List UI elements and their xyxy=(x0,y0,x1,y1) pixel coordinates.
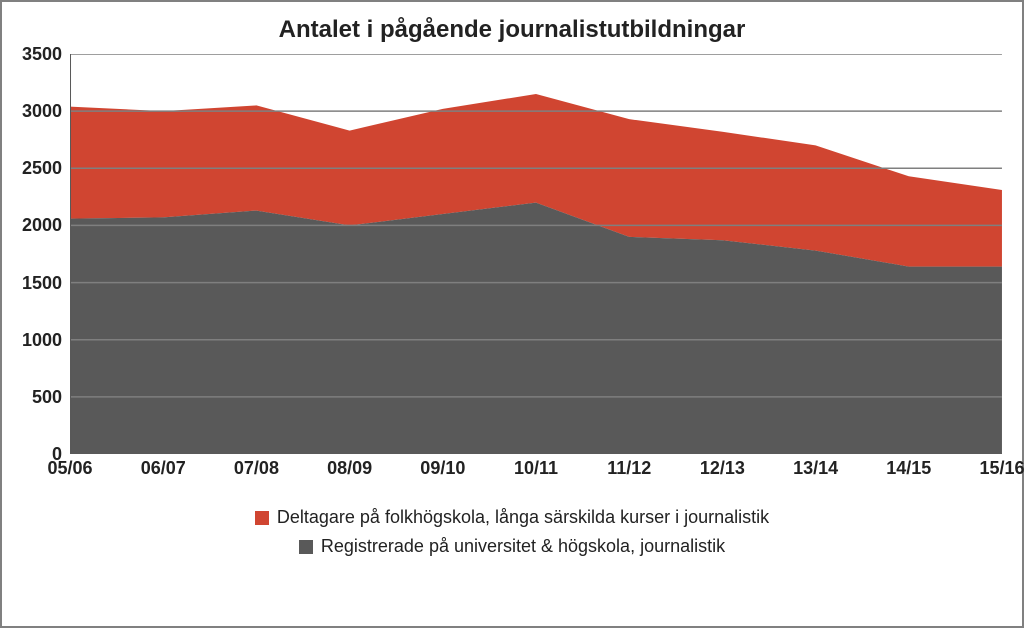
x-tick-label: 12/13 xyxy=(700,458,745,479)
x-tick-label: 07/08 xyxy=(234,458,279,479)
y-tick-label: 3500 xyxy=(22,45,62,63)
x-tick-label: 09/10 xyxy=(420,458,465,479)
y-tick-label: 500 xyxy=(32,388,62,406)
y-tick-label: 2500 xyxy=(22,159,62,177)
x-tick-label: 05/06 xyxy=(48,458,93,479)
x-tick-label: 14/15 xyxy=(886,458,931,479)
legend-marker-icon xyxy=(299,540,313,554)
x-tick-label: 10/11 xyxy=(514,458,558,479)
x-tick-label: 06/07 xyxy=(141,458,186,479)
legend-marker-icon xyxy=(255,511,269,525)
chart-frame: Antalet i pågående journalistutbildninga… xyxy=(0,0,1024,628)
area-chart-svg xyxy=(70,54,1002,454)
legend: Deltagare på folkhögskola, långa särskil… xyxy=(22,503,1002,561)
legend-label: Deltagare på folkhögskola, långa särskil… xyxy=(277,507,769,528)
y-tick-label: 2000 xyxy=(22,216,62,234)
x-tick-label: 15/16 xyxy=(979,458,1024,479)
legend-item-folkhogskola: Deltagare på folkhögskola, långa särskil… xyxy=(255,507,769,528)
x-tick-label: 08/09 xyxy=(327,458,372,479)
x-tick-label: 13/14 xyxy=(793,458,838,479)
x-axis: 05/0606/0707/0808/0909/1010/1111/1212/13… xyxy=(70,458,1002,481)
chart-title: Antalet i pågående journalistutbildninga… xyxy=(22,16,1002,44)
y-axis: 3500300025002000150010005000 xyxy=(22,54,70,454)
legend-label: Registrerade på universitet & högskola, … xyxy=(321,536,725,557)
plot-area: 05/0606/0707/0808/0909/1010/1111/1212/13… xyxy=(70,54,1002,481)
x-tick-label: 11/12 xyxy=(607,458,651,479)
plot-row: 3500300025002000150010005000 05/0606/070… xyxy=(22,54,1002,481)
y-tick-label: 3000 xyxy=(22,102,62,120)
y-tick-label: 1000 xyxy=(22,331,62,349)
legend-item-universitet: Registrerade på universitet & högskola, … xyxy=(299,536,725,557)
y-tick-label: 1500 xyxy=(22,274,62,292)
